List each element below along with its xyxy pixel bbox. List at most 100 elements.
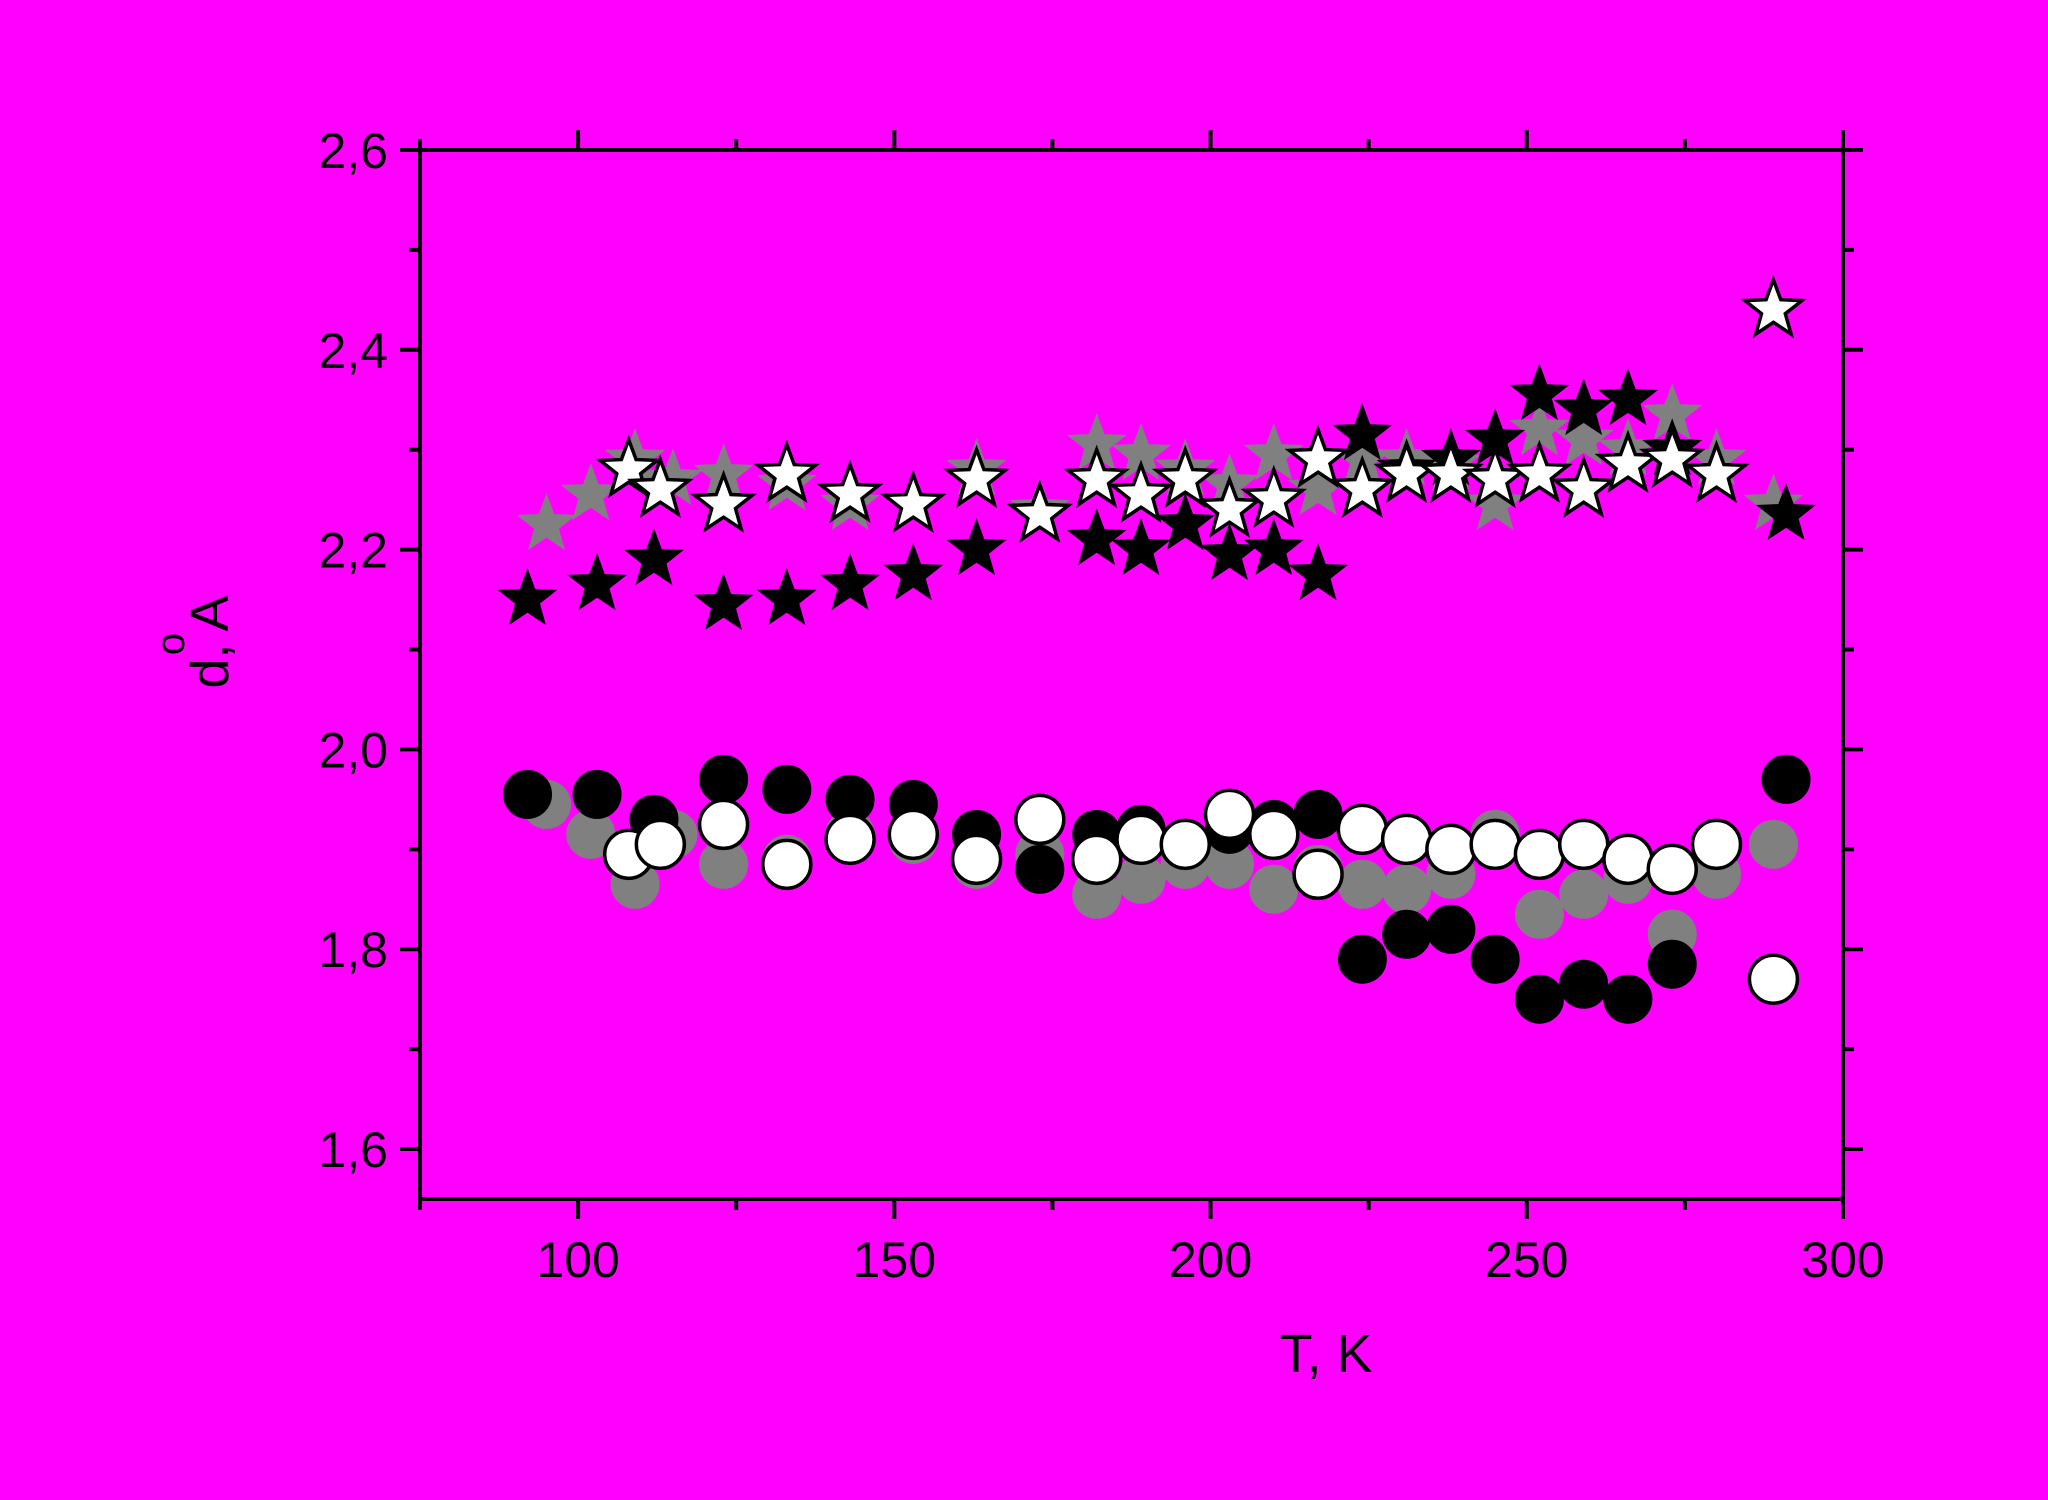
star-point	[1288, 543, 1348, 601]
circle-point	[1159, 818, 1212, 871]
star-point	[1598, 368, 1658, 426]
circle-point	[699, 754, 749, 804]
star-point	[1151, 444, 1219, 509]
star-point	[1111, 518, 1171, 576]
series-5	[602, 788, 1800, 1005]
circle-point	[1014, 793, 1066, 846]
circle-point	[572, 769, 622, 819]
tick-labels: 100 150 200 250 300 1,6 1,8 2,0 2,2 2,4 2,6	[318, 123, 1884, 1288]
star-point	[1506, 439, 1573, 504]
circle-point	[503, 769, 553, 819]
y-axis-title-accent: o	[149, 633, 193, 655]
star-point	[1638, 424, 1706, 489]
star-point	[567, 553, 627, 611]
star-point	[1006, 479, 1074, 543]
circle-point	[1115, 813, 1167, 866]
circle-point	[1380, 813, 1433, 866]
circle-point	[1559, 869, 1609, 919]
circle-point	[1070, 833, 1123, 886]
star-point	[1107, 459, 1175, 523]
x-axis-title: T, K	[1279, 1324, 1372, 1384]
star-point	[1328, 454, 1396, 518]
x-tick-label: 150	[853, 1232, 936, 1288]
circle-point	[1426, 904, 1476, 954]
star-point	[946, 518, 1007, 576]
data-marks	[497, 274, 1816, 1024]
circle-point	[1602, 833, 1654, 886]
star-point	[690, 469, 757, 533]
circle-point	[1015, 844, 1065, 894]
circle-point	[1557, 818, 1610, 871]
star-point	[756, 568, 817, 625]
circle-point	[950, 833, 1003, 886]
star-point	[820, 553, 880, 611]
star-point	[626, 454, 694, 518]
circle-point	[1249, 864, 1299, 914]
star-point	[1155, 493, 1216, 551]
series-2	[595, 274, 1807, 543]
x-tick-label: 200	[1169, 1232, 1252, 1288]
circle-point	[1748, 819, 1798, 869]
circle-point	[1336, 803, 1389, 856]
star-point	[1417, 439, 1485, 504]
y-tick-label: 1,8	[318, 922, 388, 978]
circle-point	[1559, 959, 1609, 1009]
circle-point	[1646, 843, 1698, 896]
star-point	[1756, 483, 1816, 541]
x-tick-label: 100	[536, 1232, 619, 1288]
circle-point	[1513, 828, 1566, 881]
circle-point	[1747, 953, 1800, 1005]
circle-point	[1292, 848, 1344, 901]
star-point	[1243, 518, 1304, 576]
circle-point	[1761, 754, 1811, 804]
circle-point	[1514, 974, 1564, 1024]
circle-point	[1337, 934, 1387, 984]
y-tick-label: 2,4	[318, 323, 388, 379]
plot-frame	[418, 148, 1845, 1201]
circle-point	[761, 838, 813, 891]
circle-point	[1469, 818, 1521, 871]
circle-point	[1248, 808, 1300, 861]
circle-point	[1690, 818, 1743, 871]
star-point	[1553, 408, 1614, 466]
circle-point	[1293, 789, 1343, 839]
y-tick-label: 2,0	[318, 722, 388, 778]
star-point	[1063, 444, 1131, 509]
circle-point	[1647, 939, 1697, 989]
axis-ticks	[400, 130, 1863, 1219]
star-point	[595, 434, 662, 499]
circle-point	[1514, 889, 1564, 939]
star-point	[1740, 274, 1807, 339]
circle-point	[1337, 859, 1387, 909]
star-point	[693, 573, 754, 630]
y-tick-label: 1,6	[318, 1122, 388, 1178]
x-tick-label: 250	[1485, 1232, 1568, 1288]
star-point	[624, 528, 684, 586]
y-axis-title: d, A	[180, 595, 240, 688]
star-point	[1240, 464, 1308, 528]
y-tick-label: 2,6	[318, 123, 388, 179]
star-point	[1550, 454, 1618, 518]
star-point	[816, 459, 884, 523]
star-point	[1553, 378, 1614, 436]
circle-point	[697, 798, 750, 851]
star-point	[880, 469, 947, 533]
star-point	[1509, 363, 1570, 421]
star-point	[1332, 403, 1393, 461]
y-tick-label: 2,2	[318, 523, 388, 579]
star-point	[497, 568, 558, 625]
star-point	[883, 543, 944, 601]
circle-point	[1382, 864, 1432, 914]
star-point	[1683, 439, 1750, 504]
circle-point	[1382, 909, 1432, 959]
x-tick-label: 300	[1801, 1232, 1884, 1288]
star-point	[1066, 508, 1127, 566]
circle-point	[1470, 934, 1520, 984]
star-point	[1196, 474, 1263, 538]
star-point	[753, 439, 821, 504]
circle-point	[887, 808, 940, 861]
circle-point	[1425, 823, 1477, 876]
star-point	[1284, 424, 1352, 489]
